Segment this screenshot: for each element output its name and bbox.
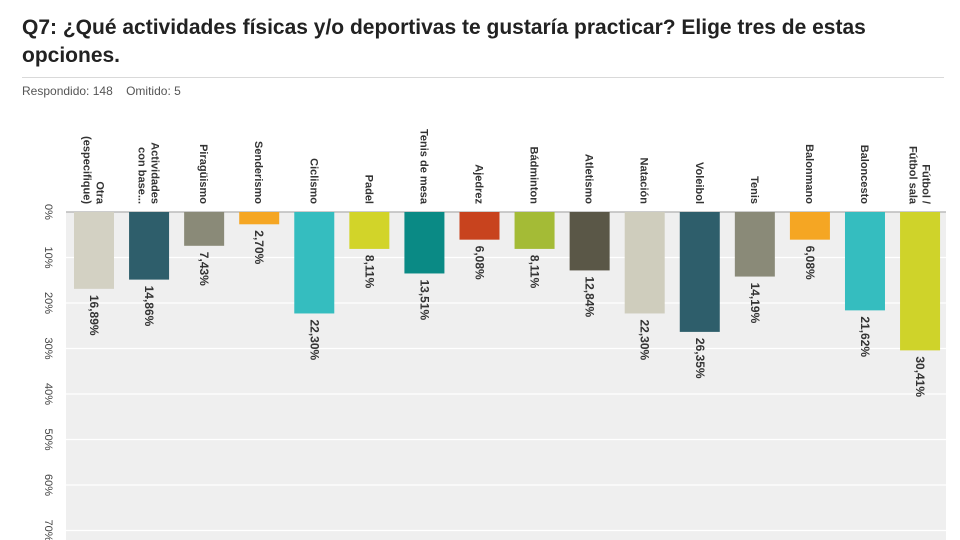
category-label-line: (especifique): [81, 136, 93, 204]
bar: [239, 212, 280, 225]
y-tick-label: 30%: [42, 337, 54, 359]
value-label: 2,70%: [252, 230, 266, 264]
bar-chart: 0% 10% 20% 30% 40% 50% 60% 70% Otra(especifique…: [42, 129, 946, 540]
category-label: Ajedrez: [472, 164, 484, 204]
question-title: Q7: ¿Qué actividades físicas y/o deporti…: [22, 16, 866, 67]
value-label: 8,11%: [362, 255, 376, 289]
value-label: 21,62%: [858, 316, 872, 357]
bars: [74, 212, 941, 351]
category-label: Otra(especifique): [81, 136, 106, 205]
bar: [844, 212, 885, 311]
bar: [679, 212, 720, 332]
bar: [74, 212, 114, 289]
category-label-line: Tenis: [748, 176, 760, 204]
value-label: 16,89%: [87, 295, 101, 336]
bar: [129, 212, 170, 280]
bar: [900, 212, 941, 351]
value-label: 6,08%: [803, 246, 817, 280]
bar: [569, 212, 610, 271]
category-label: Baloncesto: [858, 145, 870, 205]
category-label-line: Balonmano: [803, 144, 815, 204]
category-label-line: Fútbol /: [920, 164, 932, 204]
bar: [734, 212, 775, 277]
category-label: Tenis de mesa: [417, 129, 429, 205]
category-label-line: con base...: [136, 147, 148, 204]
y-tick-label: 60%: [42, 474, 54, 496]
bar: [789, 212, 830, 240]
value-label: 14,86%: [142, 286, 156, 327]
y-axis-ticks: 0% 10% 20% 30% 40% 50% 60% 70%: [42, 204, 54, 540]
category-label-line: Baloncesto: [858, 145, 870, 205]
category-label-line: Actividades: [149, 142, 161, 204]
value-label: 13,51%: [417, 279, 431, 320]
value-labels: 16,89% 14,86% 7,43% 2,70% 22,30% 8,11% 13,51% 6…: [87, 230, 927, 397]
value-label: 6,08%: [472, 246, 486, 280]
y-tick-label: 40%: [42, 383, 54, 405]
category-label-line: Otra: [94, 181, 106, 205]
value-label: 8,11%: [528, 255, 542, 289]
bar: [404, 212, 445, 274]
category-label: Piragüismo: [197, 144, 209, 204]
category-label: Voleibol: [693, 162, 705, 204]
category-label-line: Senderismo: [252, 141, 264, 204]
category-label-line: Padel: [362, 175, 374, 204]
category-label: Bádminton: [528, 147, 540, 205]
category-label-line: Piragüismo: [197, 144, 209, 204]
y-tick-label: 10%: [42, 246, 54, 268]
bar: [459, 212, 500, 240]
answered-count: Respondido: 148: [22, 84, 113, 98]
category-label-line: Voleibol: [693, 162, 705, 204]
category-label: Natación: [638, 158, 650, 205]
category-label: Senderismo: [252, 141, 264, 204]
bar: [294, 212, 335, 314]
category-label-line: Ciclismo: [307, 158, 319, 204]
value-label: 12,84%: [583, 276, 597, 317]
category-label-line: Fútbol sala: [907, 146, 919, 205]
value-label: 14,19%: [748, 283, 762, 324]
category-label-line: Natación: [638, 158, 650, 205]
category-label-line: Bádminton: [528, 147, 540, 205]
category-label-line: Atletismo: [583, 154, 595, 204]
value-label: 7,43%: [197, 252, 211, 286]
category-label-line: Tenis de mesa: [417, 129, 429, 205]
category-label: Padel: [362, 175, 374, 204]
y-tick-label: 70%: [42, 519, 54, 540]
value-label: 26,35%: [693, 338, 707, 379]
bar: [624, 212, 665, 314]
category-labels: Otra(especifique) Actividadescon base... P…: [81, 129, 932, 205]
category-label-line: Ajedrez: [472, 164, 484, 204]
title-divider: [22, 77, 944, 78]
bar: [184, 212, 225, 246]
category-label: Balonmano: [803, 144, 815, 204]
skipped-count: Omitido: 5: [126, 84, 181, 98]
category-label: Atletismo: [583, 154, 595, 204]
y-tick-label: 50%: [42, 428, 54, 450]
bar: [349, 212, 390, 249]
category-label: Fútbol /Fútbol sala: [907, 146, 932, 205]
value-label: 22,30%: [307, 319, 321, 360]
y-tick-label: 20%: [42, 292, 54, 314]
category-label: Tenis: [748, 176, 760, 204]
category-label: Actividadescon base...: [136, 142, 161, 204]
y-tick-label: 0%: [42, 204, 54, 220]
category-label: Ciclismo: [307, 158, 319, 204]
value-label: 30,41%: [913, 356, 927, 397]
response-stats: Respondido: 148 Omitido: 5: [22, 84, 191, 98]
bar: [514, 212, 555, 249]
value-label: 22,30%: [638, 319, 652, 360]
